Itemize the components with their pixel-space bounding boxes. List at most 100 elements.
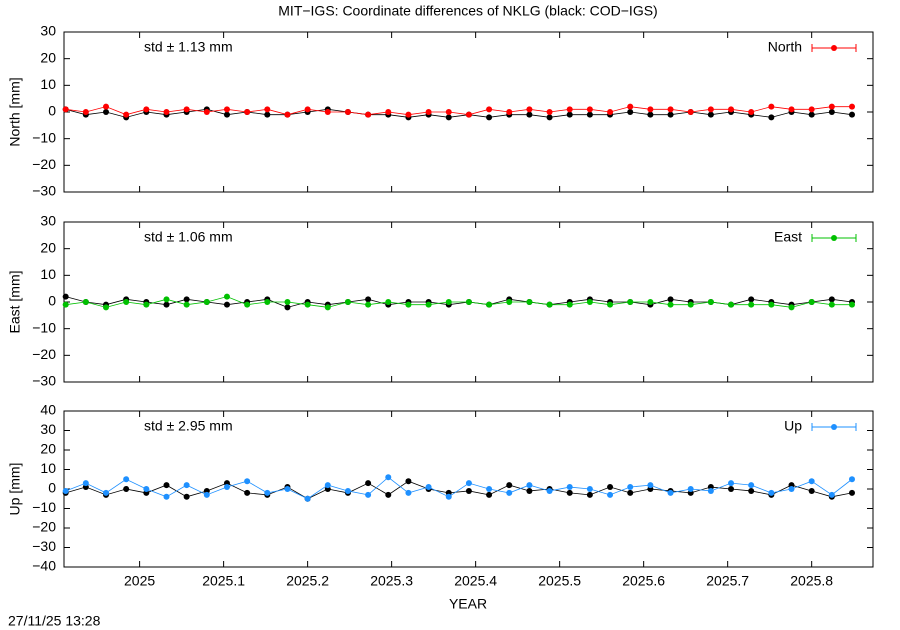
x-tick-label: 2025.6	[622, 573, 665, 589]
y-axis-label: North [mm]	[7, 77, 23, 146]
data-point	[103, 304, 110, 311]
data-point	[506, 489, 513, 496]
data-point	[707, 111, 714, 118]
data-point	[183, 106, 190, 113]
series-line	[65, 106, 852, 116]
data-point	[768, 489, 775, 496]
data-point	[445, 493, 452, 500]
data-point	[425, 109, 432, 115]
data-point	[808, 299, 815, 305]
data-point	[647, 299, 654, 305]
data-point	[284, 111, 291, 118]
data-point	[667, 111, 674, 118]
data-point	[385, 299, 392, 305]
data-point	[566, 301, 573, 308]
legend-marker	[831, 424, 837, 430]
data-point	[687, 301, 694, 308]
data-point	[828, 109, 835, 115]
data-point	[365, 480, 372, 487]
data-point	[385, 474, 392, 481]
y-tick-label: 30	[40, 421, 56, 437]
data-point	[264, 111, 271, 118]
data-point	[62, 293, 69, 300]
data-point	[566, 484, 573, 491]
y-tick-label: 40	[40, 402, 56, 418]
data-point	[828, 296, 835, 303]
data-point	[728, 301, 735, 308]
data-point	[586, 299, 593, 305]
data-point	[486, 301, 493, 308]
data-point	[465, 487, 472, 494]
data-point	[748, 482, 755, 489]
data-point	[344, 299, 351, 305]
legend-label: Up	[784, 418, 802, 434]
y-tick-label: −10	[32, 319, 56, 335]
data-point	[163, 296, 170, 303]
data-point	[486, 491, 493, 498]
y-tick-label: −20	[32, 156, 56, 172]
data-point	[586, 106, 593, 113]
annotation: std ± 2.95 mm	[144, 418, 233, 434]
data-point	[566, 106, 573, 113]
data-point	[607, 301, 614, 308]
data-point	[62, 106, 69, 113]
data-point	[465, 111, 472, 118]
data-point	[506, 299, 513, 305]
data-point	[748, 487, 755, 494]
data-point	[546, 487, 553, 494]
y-tick-label: 10	[40, 460, 56, 476]
data-point	[607, 491, 614, 498]
data-point	[586, 486, 593, 492]
annotation: std ± 1.13 mm	[144, 39, 233, 55]
data-point	[768, 114, 775, 121]
data-point	[748, 109, 755, 115]
y-tick-label: −30	[32, 183, 56, 199]
series-line	[65, 480, 853, 500]
data-point	[385, 491, 392, 498]
data-point	[546, 109, 553, 115]
data-point	[324, 109, 331, 115]
series-line	[65, 476, 853, 500]
data-point	[365, 491, 372, 498]
data-point	[385, 109, 392, 115]
x-tick-label: 2025.2	[286, 573, 329, 589]
data-point	[506, 109, 513, 115]
data-point	[607, 484, 614, 491]
data-point	[828, 301, 835, 308]
data-point	[687, 486, 694, 492]
data-point	[486, 114, 493, 121]
x-tick-label: 2025.4	[454, 573, 497, 589]
data-point	[304, 106, 311, 113]
data-point	[647, 111, 654, 118]
data-point	[808, 487, 815, 494]
data-point	[143, 301, 150, 308]
data-point	[82, 480, 89, 487]
data-point	[264, 299, 271, 305]
data-point	[284, 486, 291, 492]
data-point	[788, 106, 795, 113]
data-point	[546, 114, 553, 121]
data-point	[828, 491, 835, 498]
data-point	[365, 301, 372, 308]
chart-title: MIT−IGS: Coordinate differences of NKLG …	[278, 3, 657, 19]
data-point	[848, 103, 855, 110]
data-point	[223, 301, 230, 308]
x-tick-label: 2025.8	[790, 573, 833, 589]
data-point	[667, 296, 674, 303]
data-point	[244, 109, 251, 115]
data-point	[586, 491, 593, 498]
y-axis-label: East [mm]	[7, 270, 23, 333]
data-point	[324, 304, 331, 311]
y-tick-label: −30	[32, 538, 56, 554]
data-point	[566, 489, 573, 496]
legend-label: North	[768, 39, 802, 55]
x-axis-label: YEAR	[449, 596, 487, 612]
y-tick-label: 20	[40, 49, 56, 65]
y-tick-label: 30	[40, 23, 56, 39]
data-point	[163, 109, 170, 115]
y-tick-label: −20	[32, 519, 56, 535]
y-tick-label: 10	[40, 266, 56, 282]
data-point	[183, 482, 190, 489]
y-tick-label: 0	[48, 293, 56, 309]
data-point	[445, 299, 452, 305]
